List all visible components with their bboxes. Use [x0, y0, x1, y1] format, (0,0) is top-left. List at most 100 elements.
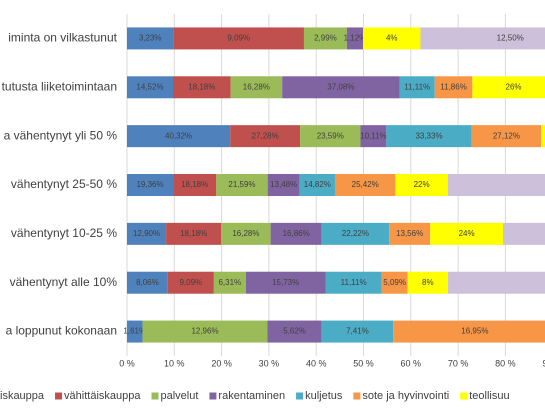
value-label: 5,62% — [283, 327, 306, 336]
y-tick-label: vähentynyt alle 10% — [10, 275, 118, 289]
bar-segment — [127, 271, 168, 294]
value-label: 16,28% — [232, 229, 259, 238]
y-tick-label: tutusta liiketoimintaan — [2, 79, 117, 93]
bar-segment — [267, 174, 300, 196]
value-label: 16,28% — [243, 82, 270, 91]
bar-segment — [230, 76, 283, 99]
bar-segment — [173, 174, 217, 196]
value-label: 11,86% — [440, 82, 467, 91]
value-label: 14,82% — [304, 180, 331, 189]
value-label: 4% — [386, 34, 398, 43]
value-label: 14,52% — [136, 82, 163, 91]
value-label: 8,06% — [136, 278, 159, 287]
value-label: 1,12% — [344, 34, 367, 43]
value-label: 6,31% — [218, 278, 241, 287]
bar-segment — [360, 125, 387, 148]
bar-segment — [282, 76, 400, 99]
bar-segment — [362, 27, 421, 50]
value-label: 21,59% — [228, 180, 255, 189]
legend-label: kuljetus — [305, 390, 343, 402]
value-label: 13,48% — [270, 180, 297, 189]
bar-segment — [448, 271, 545, 294]
value-label: 16,86% — [283, 229, 310, 238]
legend-swatch — [209, 392, 217, 400]
bar-segment — [127, 76, 173, 99]
bar-segment — [541, 125, 545, 148]
legend-swatch — [460, 392, 468, 400]
value-label: 11,11% — [404, 82, 430, 91]
bar-segment — [321, 222, 390, 245]
value-label: 1,61% — [123, 327, 146, 336]
y-tick-label: iminta on vilkastunut — [8, 31, 117, 45]
bar-segment — [434, 76, 473, 99]
value-label: 9,09% — [179, 278, 202, 287]
bar-segment — [127, 125, 231, 148]
bar-segment — [230, 125, 301, 148]
value-label: 40,32% — [165, 131, 192, 140]
bar-segment — [334, 174, 396, 196]
legend-label: rakentaminen — [218, 390, 285, 402]
bar-segment — [166, 222, 222, 245]
x-tick-label: 0 % — [119, 358, 135, 368]
bar-segment — [267, 320, 322, 343]
value-label: 25,42% — [352, 180, 379, 189]
legend-label: vähittäiskauppa — [64, 390, 141, 402]
legend-swatch — [296, 392, 304, 400]
value-label: 10,11% — [360, 131, 387, 140]
value-label: 2,99% — [314, 34, 337, 43]
value-label: 22,22% — [342, 229, 369, 238]
bar-segment — [447, 174, 545, 196]
bar-segment — [167, 271, 214, 294]
bar-segment — [399, 76, 435, 99]
bar-segment — [346, 27, 363, 50]
bar-segment — [216, 174, 268, 196]
x-tick-label: 20 % — [211, 358, 232, 368]
bar-segment — [386, 125, 472, 148]
bar-segment — [471, 125, 542, 148]
value-label: 3,23% — [139, 34, 162, 43]
y-tick-label: a vähentynyt yli 50 % — [4, 128, 118, 142]
y-tick-label: vähentynyt 25-50 % — [11, 177, 117, 191]
bar-segment — [420, 27, 545, 50]
bar-segment — [300, 125, 361, 148]
bar-segment — [221, 222, 271, 245]
value-label: 18,18% — [180, 229, 207, 238]
bar-segment — [127, 320, 143, 343]
value-label: 27,12% — [493, 131, 520, 140]
bar-segment — [381, 271, 408, 294]
bar-segment — [127, 174, 174, 196]
bar-segment — [142, 320, 268, 343]
bar-segment — [299, 174, 335, 196]
bar-segment — [321, 320, 394, 343]
value-label: 24% — [459, 229, 475, 238]
value-label: 33,33% — [415, 131, 442, 140]
bar-segment — [213, 271, 246, 294]
y-tick-label: a loppunut kokonaan — [6, 324, 117, 338]
legend-label: teollisuu — [469, 390, 509, 402]
legend-swatch — [151, 392, 159, 400]
value-label: 12,96% — [191, 327, 218, 336]
value-label: 16,95% — [461, 327, 488, 336]
value-label: 19,36% — [136, 180, 163, 189]
value-label: 5,09% — [383, 278, 406, 287]
value-label: 37,08% — [327, 82, 354, 91]
value-label: 18,18% — [181, 180, 208, 189]
value-label: 11,11% — [341, 278, 367, 287]
bar-segment — [303, 27, 347, 50]
value-label: 15,73% — [272, 278, 299, 287]
x-tick-label: 60 % — [401, 358, 422, 368]
x-tick-label: 40 % — [306, 358, 327, 368]
x-tick-label: 50 % — [353, 358, 374, 368]
value-label: 27,28% — [252, 131, 279, 140]
bar-segment — [502, 222, 545, 245]
bar-segment — [245, 271, 326, 294]
value-label: 23,59% — [317, 131, 344, 140]
value-label: 12,90% — [133, 229, 160, 238]
bar-segment — [389, 222, 431, 245]
legend-label: sote ja hyvinvointi — [362, 390, 449, 402]
bar-segment — [407, 271, 449, 294]
legend-label: iskauppa — [0, 390, 45, 402]
bar-segment — [270, 222, 322, 245]
y-tick-label: vähentynyt 10-25 % — [11, 226, 117, 240]
